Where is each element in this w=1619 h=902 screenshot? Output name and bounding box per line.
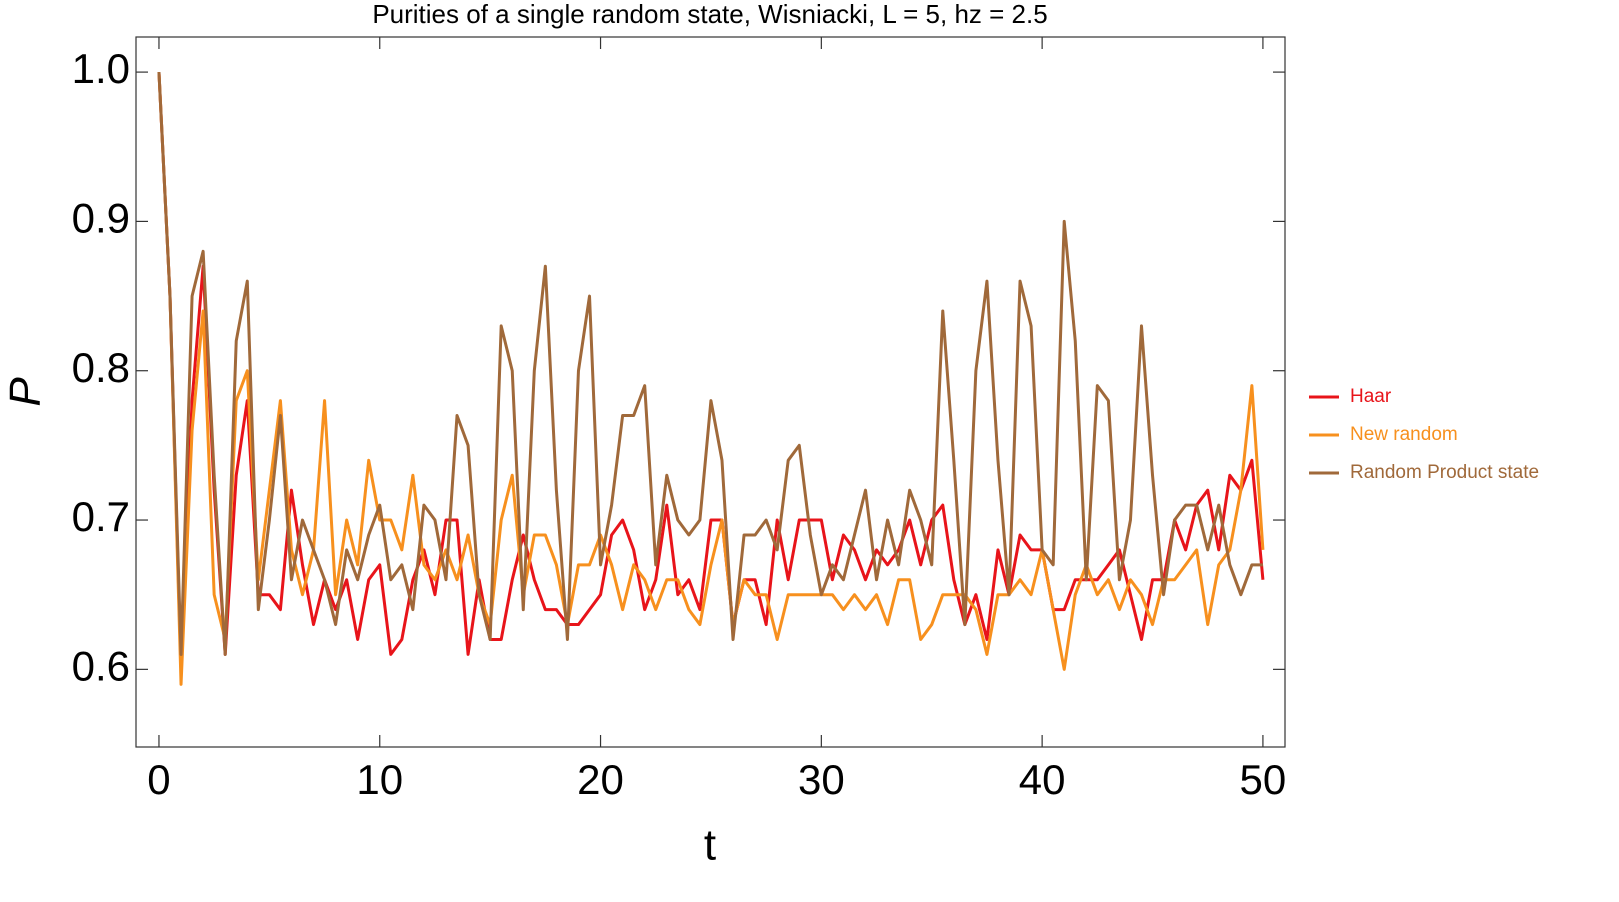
- legend-label: Haar: [1350, 386, 1392, 407]
- series-line: [157, 72, 1265, 686]
- x-tick-label: 0: [147, 756, 170, 803]
- series-line: [157, 72, 1265, 671]
- x-tick-label: 30: [798, 756, 845, 803]
- y-axis-label: P: [1, 377, 50, 407]
- x-tick-label: 10: [356, 756, 403, 803]
- y-tick-label: 0.9: [72, 194, 130, 241]
- plot-frame: [135, 36, 1286, 748]
- legend-label: Random Product state: [1350, 462, 1539, 483]
- y-tick-label: 0.6: [72, 642, 130, 689]
- x-axis-label: t: [704, 821, 716, 870]
- series-line: [157, 72, 1263, 656]
- chart-title: Purities of a single random state, Wisni…: [372, 0, 1047, 29]
- legend-label: New random: [1350, 424, 1458, 445]
- y-tick-label: 0.7: [72, 493, 130, 540]
- x-tick-label: 40: [1019, 756, 1066, 803]
- y-tick-label: 1.0: [72, 45, 130, 92]
- y-tick-label: 0.8: [72, 344, 130, 391]
- x-tick-label: 20: [577, 756, 624, 803]
- x-tick-label: 50: [1240, 756, 1287, 803]
